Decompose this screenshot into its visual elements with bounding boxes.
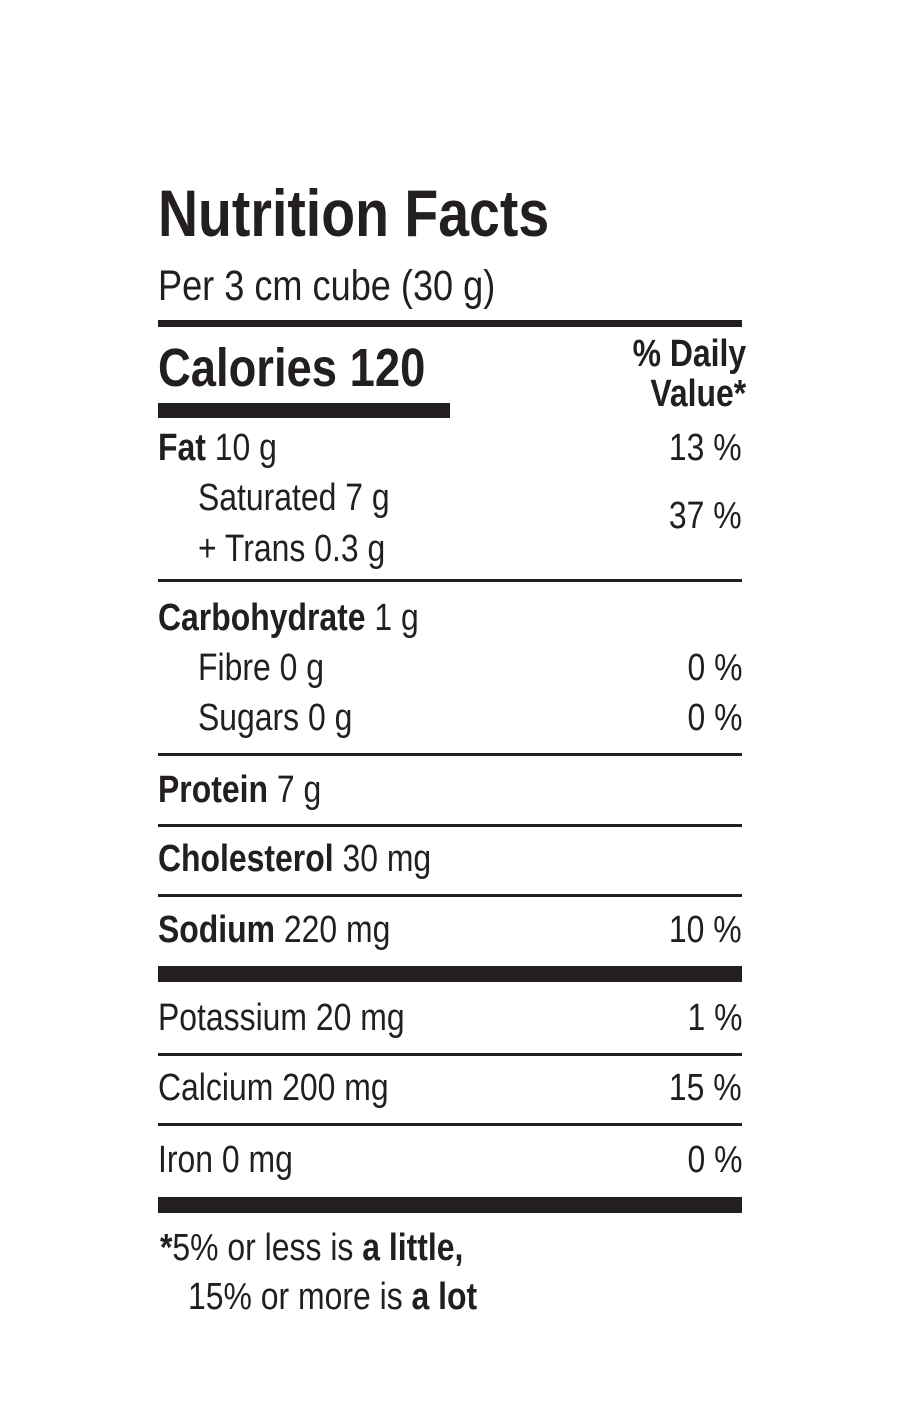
trans-name: + Trans	[198, 528, 306, 570]
iron-amount: 0 mg	[221, 1139, 293, 1181]
serving-size: Per 3 cm cube (30 g)	[158, 262, 496, 310]
divider-thick	[158, 966, 742, 982]
saturated-row: Saturated 7 g	[198, 476, 390, 520]
protein-amount: 7 g	[276, 769, 322, 811]
cholesterol-row: Cholesterol 30 mg	[158, 837, 431, 881]
calories-row: Calories 120	[158, 338, 425, 398]
footnote-text: 5% or less is	[172, 1227, 363, 1269]
divider	[158, 579, 742, 582]
calcium-row: Calcium 200 mg	[158, 1066, 389, 1110]
calcium-dv: 15 %	[669, 1067, 742, 1109]
fat-name: Fat	[158, 427, 206, 469]
fibre-dv: 0 %	[686, 647, 742, 689]
divider	[158, 1053, 742, 1056]
sodium-name: Sodium	[158, 909, 276, 951]
trans-amount: 0.3 g	[314, 528, 386, 570]
footnote-emphasis: a little,	[362, 1227, 464, 1269]
divider	[158, 894, 742, 897]
daily-value-header: % Daily Value*	[632, 334, 746, 414]
iron-dv: 0 %	[686, 1139, 742, 1181]
protein-row: Protein 7 g	[158, 768, 321, 812]
divider	[158, 320, 742, 327]
trans-row: + Trans 0.3 g	[198, 527, 385, 571]
calories-value: 120	[349, 338, 426, 398]
sodium-row: Sodium 220 mg	[158, 908, 390, 952]
sugars-row: Sugars 0 g	[198, 696, 352, 740]
divider	[158, 753, 742, 756]
iron-row: Iron 0 mg	[158, 1138, 293, 1182]
potassium-name: Potassium	[158, 997, 308, 1039]
footnote-text: 15% or more is	[188, 1276, 412, 1318]
sugars-amount: 0 g	[308, 697, 353, 739]
potassium-amount: 20 mg	[315, 997, 405, 1039]
sat-trans-dv: 37 %	[669, 495, 742, 537]
fat-dv: 13 %	[669, 427, 742, 469]
carbohydrate-amount: 1 g	[374, 597, 419, 639]
potassium-dv: 1 %	[686, 997, 742, 1039]
calories-label: Calories	[158, 338, 338, 398]
sodium-amount: 220 mg	[283, 909, 391, 951]
fibre-amount: 0 g	[279, 647, 324, 689]
carbohydrate-name: Carbohydrate	[158, 597, 366, 639]
cholesterol-name: Cholesterol	[158, 838, 334, 880]
calcium-amount: 200 mg	[282, 1067, 389, 1109]
footnote-star: *	[160, 1227, 173, 1269]
protein-name: Protein	[158, 769, 268, 811]
sugars-dv: 0 %	[686, 697, 742, 739]
daily-value-line2: Value*	[650, 373, 746, 415]
fat-row: Fat 10 g	[158, 426, 277, 470]
fibre-row: Fibre 0 g	[198, 646, 324, 690]
daily-value-line1: % Daily	[632, 333, 746, 375]
divider-thick	[158, 1197, 742, 1213]
divider	[158, 1123, 742, 1126]
fat-amount: 10 g	[214, 427, 277, 469]
footnote-line1: *5% or less is a little,	[160, 1226, 463, 1270]
footnote-emphasis: a lot	[411, 1276, 478, 1318]
carbohydrate-row: Carbohydrate 1 g	[158, 596, 419, 640]
divider	[158, 824, 742, 827]
sugars-name: Sugars	[198, 697, 300, 739]
label-title: Nutrition Facts	[158, 176, 550, 250]
cholesterol-amount: 30 mg	[342, 838, 432, 880]
calcium-name: Calcium	[158, 1067, 274, 1109]
fibre-name: Fibre	[198, 647, 271, 689]
footnote-line2: 15% or more is a lot	[188, 1275, 477, 1319]
calories-bar	[158, 403, 450, 418]
sodium-dv: 10 %	[669, 909, 742, 951]
potassium-row: Potassium 20 mg	[158, 996, 405, 1040]
saturated-amount: 7 g	[345, 477, 390, 519]
saturated-name: Saturated	[198, 477, 337, 519]
iron-name: Iron	[158, 1139, 214, 1181]
